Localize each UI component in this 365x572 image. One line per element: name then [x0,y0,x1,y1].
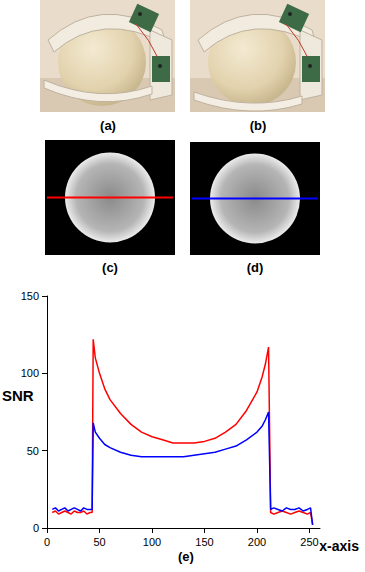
svg-text:(a): (a) [100,118,116,133]
svg-text:(c): (c) [102,260,118,275]
svg-text:50: 50 [93,536,105,548]
svg-text:(d): (d) [247,260,264,275]
svg-text:150: 150 [195,536,213,548]
svg-text:150: 150 [21,290,39,302]
svg-text:200: 200 [248,536,266,548]
svg-text:100: 100 [143,536,161,548]
svg-text:(b): (b) [250,118,267,133]
svg-text:(e): (e) [178,549,194,564]
svg-text:SNR: SNR [2,387,34,404]
svg-text:0: 0 [44,536,50,548]
svg-text:250: 250 [300,536,318,548]
svg-text:50: 50 [27,445,39,457]
svg-text:0: 0 [33,522,39,534]
svg-text:x-axis: x-axis [319,538,359,554]
svg-text:100: 100 [21,367,39,379]
